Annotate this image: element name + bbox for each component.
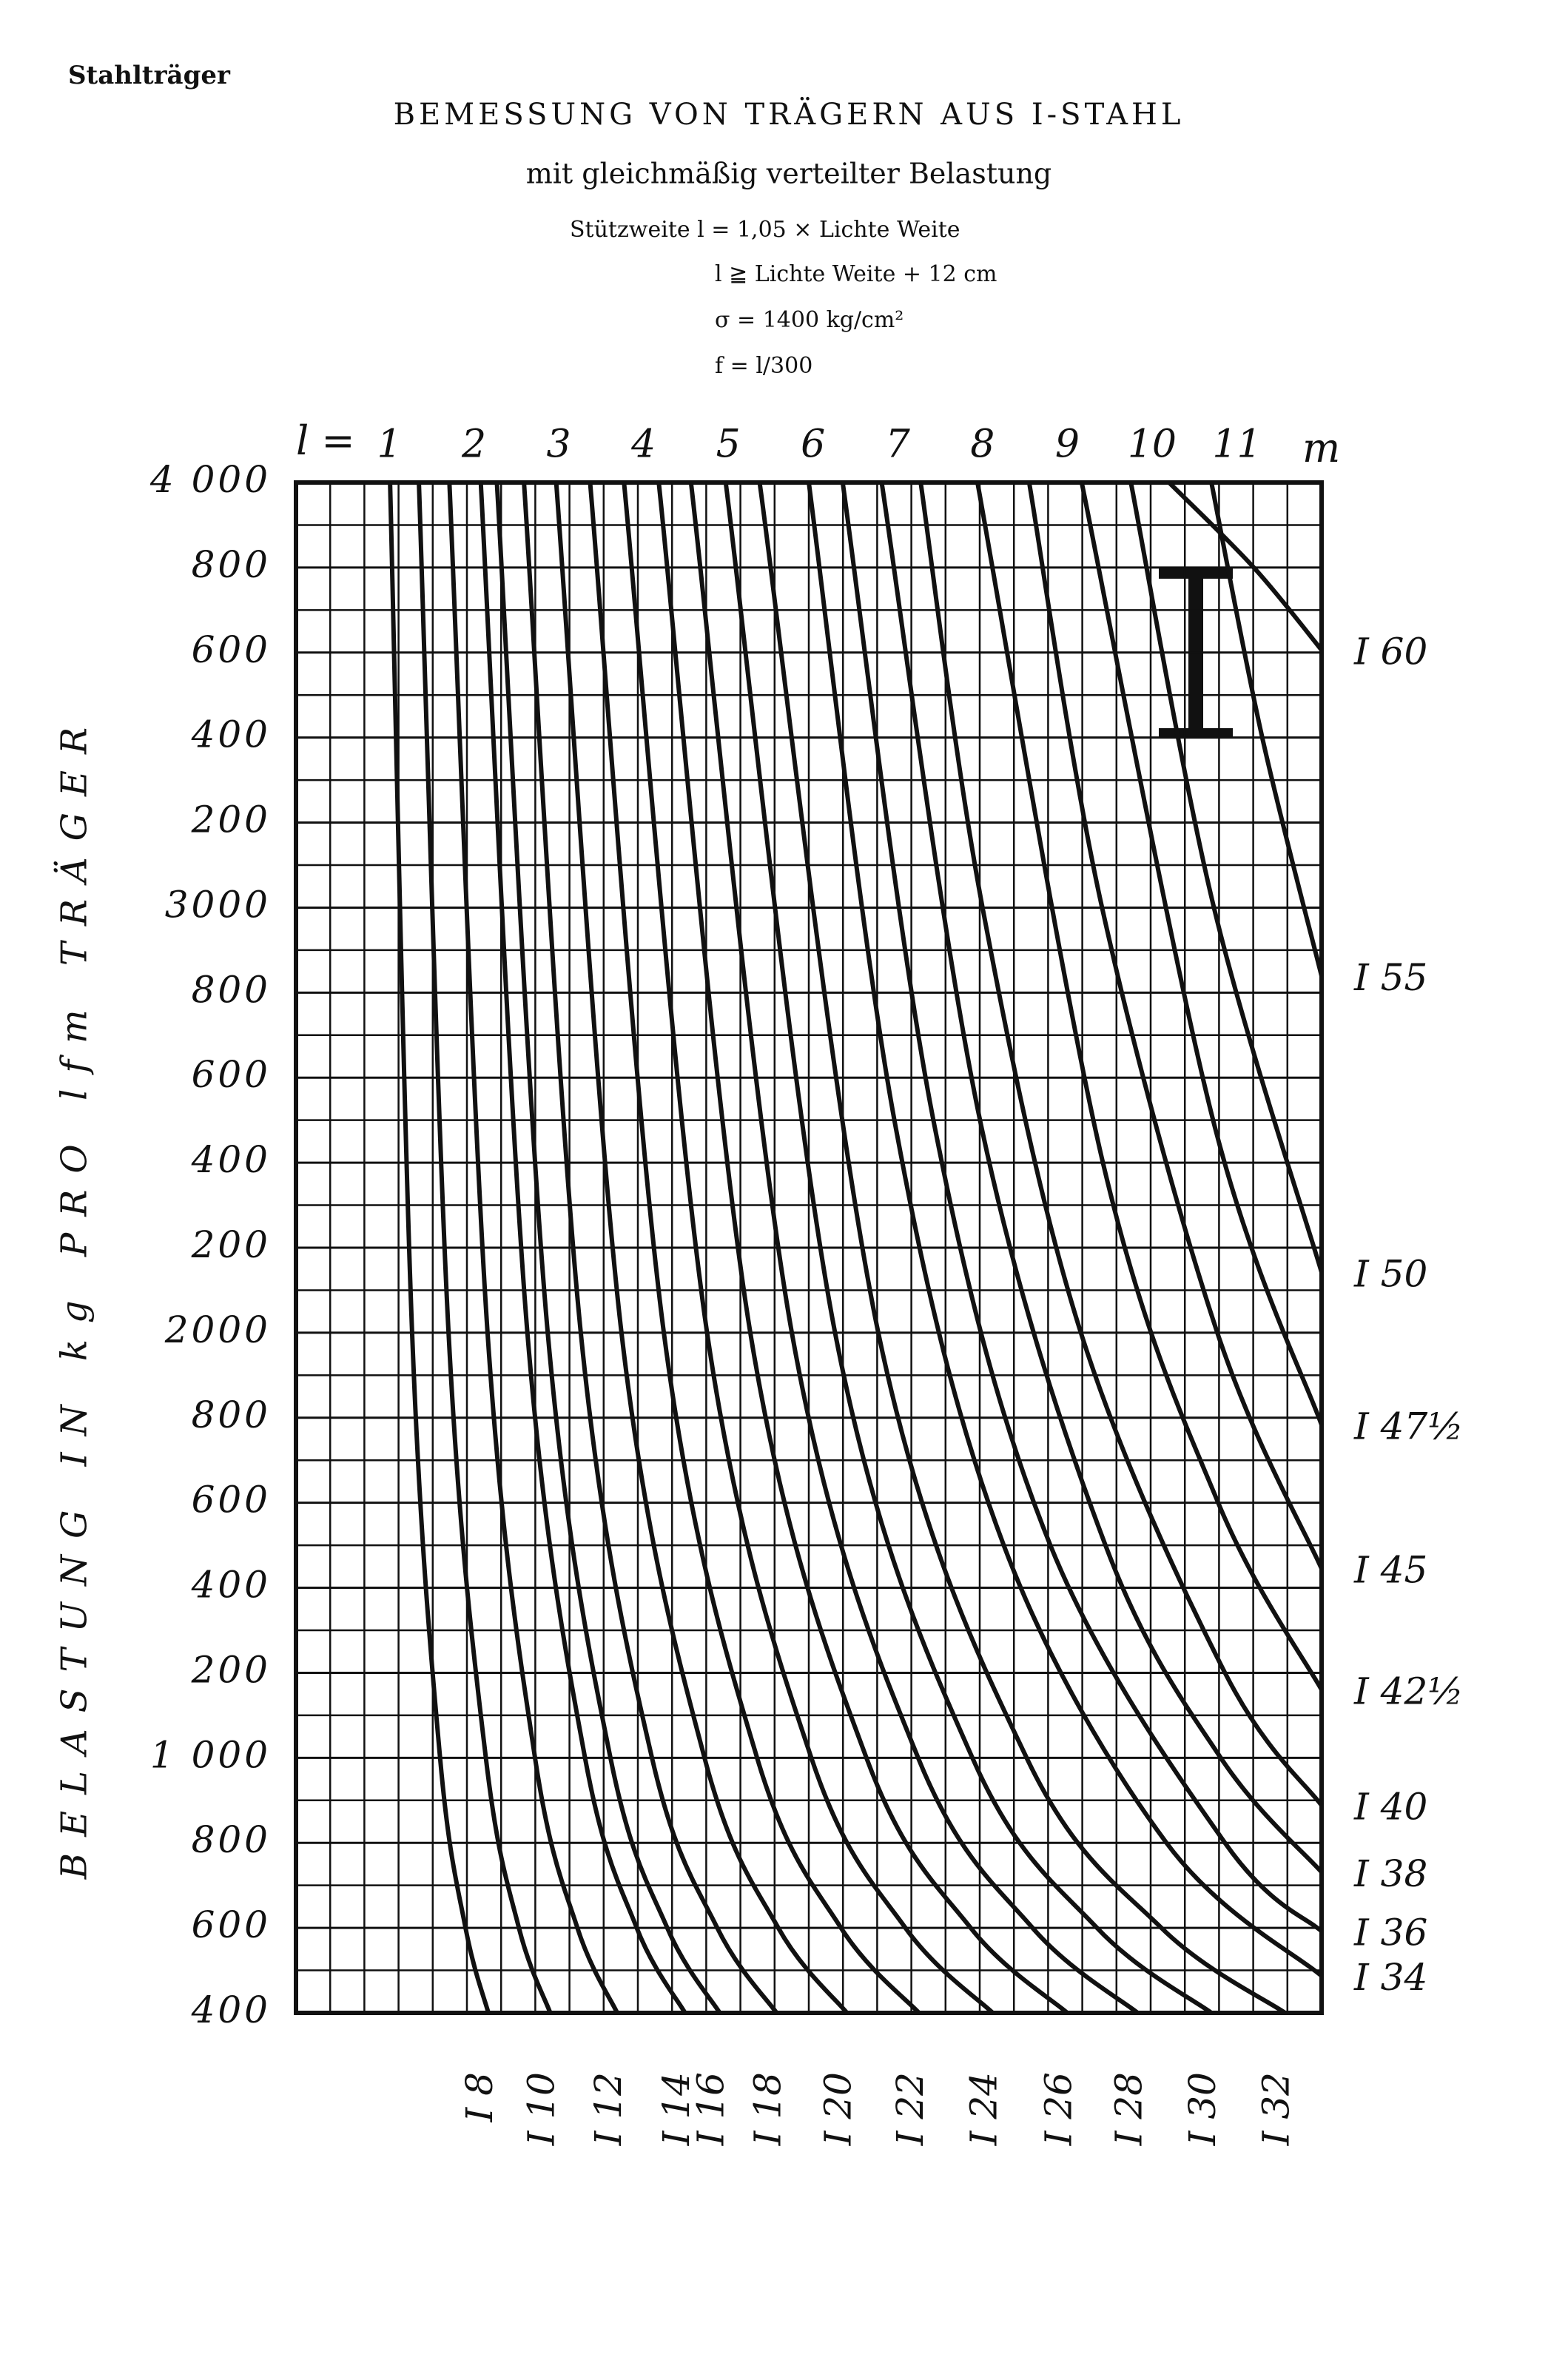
y-tick-label: 600 (192, 1479, 271, 1522)
beam-curve (447, 482, 619, 2014)
y-tick-label: 400 (191, 1988, 271, 2031)
curve-label: I 20 (817, 2072, 860, 2146)
note: Stützweite l = 1,05 × Lichte Weite (570, 217, 960, 243)
curve-label: I 26 (1037, 2072, 1080, 2146)
y-tick-label: 400 (191, 1138, 271, 1181)
beam-curve (918, 482, 1324, 1807)
curve-label: I 34 (1353, 1956, 1427, 1999)
header: Stahlträger (68, 61, 231, 90)
curve-label: I 40 (1353, 1786, 1427, 1829)
note: l ≧ Lichte Weite + 12 cm (715, 261, 997, 287)
y-tick-label: 800 (192, 968, 271, 1011)
curve-label: I 12 (587, 2072, 630, 2146)
y-tick-label: 200 (191, 1223, 271, 1266)
y-tick-label: 1 000 (150, 1733, 271, 1776)
x-tick-label: 3 (547, 423, 571, 467)
note: σ = 1400 kg/cm² (715, 307, 904, 333)
beam-curve (588, 482, 921, 2015)
curve-label: I 22 (889, 2072, 932, 2146)
y-tick-label: 200 (191, 1648, 271, 1691)
x-tick-label: 2 (461, 423, 486, 467)
x-tick-label: 6 (801, 423, 825, 467)
beam-curve (388, 482, 491, 2014)
curve-label: I 32 (1255, 2072, 1298, 2146)
y-tick-label: 800 (192, 1393, 271, 1436)
beam-curve (975, 482, 1324, 1691)
y-tick-label: 400 (191, 1564, 271, 1607)
beam-curve (622, 482, 995, 2015)
curve-label: I 24 (963, 2072, 1006, 2146)
beam-curve (478, 482, 687, 2014)
x-tick-label: 4 (630, 423, 656, 467)
curve-label: I 18 (746, 2072, 789, 2146)
curve-label: I 36 (1353, 1912, 1427, 1954)
beam-curve (807, 482, 1323, 1978)
x-tick-label: 11 (1212, 423, 1261, 467)
curve-label: I 47½ (1353, 1405, 1464, 1448)
note: f = l/300 (715, 353, 812, 379)
beam-curve (1209, 482, 1324, 977)
curve-label: I 16 (690, 2072, 733, 2146)
curve-label: I 8 (458, 2072, 501, 2122)
x-tick-label: 5 (716, 423, 741, 467)
beam-curve (553, 482, 849, 2014)
beam-curve (1167, 480, 1324, 652)
y-label: BELASTUNG IN kg PRO lfm TRÄGER (53, 711, 95, 1880)
beam-curve (1026, 482, 1324, 1570)
beam-curve (723, 482, 1213, 2015)
x-label: l = (296, 417, 355, 464)
x-unit: m (1302, 425, 1340, 471)
y-tick-label: 2000 (164, 1308, 271, 1351)
beam-curve (1128, 482, 1324, 1274)
curve-label: I 14 (655, 2072, 698, 2146)
y-tick-label: 800 (192, 1818, 271, 1861)
curve-label: I 45 (1353, 1549, 1427, 1592)
x-tick-label: 9 (1055, 423, 1080, 467)
curve-label: I 60 (1353, 630, 1427, 673)
x-tick-label: 8 (970, 423, 995, 467)
y-tick-label: 600 (192, 1903, 271, 1946)
curve-label: I 38 (1353, 1852, 1427, 1895)
x-tick-label: 1 (377, 423, 401, 467)
curve-label: I 42½ (1353, 1670, 1464, 1712)
curve-label: I 50 (1353, 1252, 1427, 1295)
beam-curve (688, 482, 1140, 2015)
y-tick-label: 3000 (165, 883, 271, 926)
beam-curve (1079, 482, 1324, 1426)
curve-label: I 10 (520, 2072, 563, 2146)
beam-curve (417, 482, 553, 2014)
y-tick-label: 4 000 (149, 458, 271, 501)
beam-curve (494, 482, 722, 2014)
curve-label: I 28 (1107, 2072, 1150, 2146)
beam-curve (656, 482, 1069, 2015)
beam-curve (840, 482, 1324, 1933)
y-tick-label: 200 (191, 798, 271, 841)
chart-subtitle: mit gleichmäßig verteilter Belastung (526, 158, 1052, 190)
beam-curve (757, 482, 1287, 2015)
x-tick-label: 7 (886, 423, 911, 467)
y-tick-label: 600 (192, 1053, 271, 1096)
chart-title: BEMESSUNG VON TRÄGERN AUS I-STAHL (394, 98, 1185, 132)
y-tick-label: 400 (191, 713, 271, 756)
curve-label: I 30 (1181, 2072, 1224, 2146)
x-tick-label: 10 (1128, 423, 1177, 467)
y-tick-label: 800 (192, 543, 271, 586)
curve-label: I 55 (1353, 956, 1427, 999)
beam-curve (522, 482, 778, 2014)
plot-border (294, 480, 1324, 2015)
beam-curve (879, 482, 1324, 1874)
y-tick-label: 600 (192, 628, 271, 671)
